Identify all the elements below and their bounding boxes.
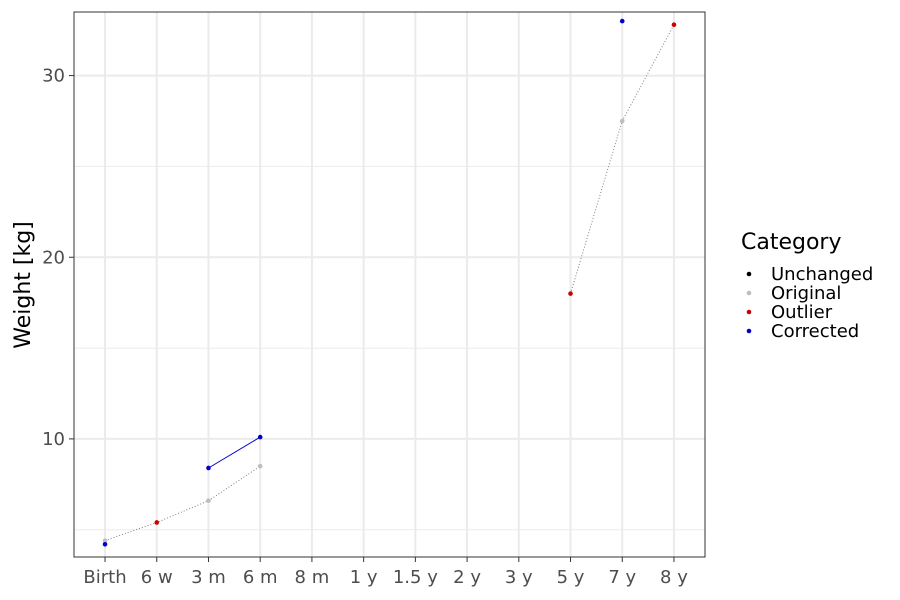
y-tick-label: 20 [42,247,65,268]
legend-label: Unchanged [771,264,873,285]
x-tick-label: Birth [83,567,126,588]
legend-label: Corrected [771,321,859,342]
legend: Category UnchangedOriginalOutlierCorrect… [741,230,873,342]
legend-key-unchanged [746,271,752,277]
data-point-corrected [102,541,108,547]
legend-key-original [746,290,752,296]
y-tick-label: 10 [42,429,65,450]
legend-label: Outlier [771,302,833,323]
x-tick-label: 2 y [453,567,481,588]
legend-title: Category [741,230,842,255]
x-tick-label: 7 y [608,567,636,588]
x-tick-label: 6 w [141,567,173,588]
y-axis-title: Weight [kg] [11,221,36,349]
x-tick-label: 6 m [243,567,278,588]
series-line [104,465,261,542]
x-tick-label: 1.5 y [393,567,438,588]
legend-label: Original [771,283,841,304]
legend-key-outlier [746,309,752,315]
series-line [208,436,261,469]
minor-gridlines [74,165,705,531]
plot-panel [74,12,705,557]
y-tick-label: 30 [42,66,65,87]
data-point-corrected [206,465,211,471]
data-point-corrected [619,18,625,24]
x-tick-label: 8 y [660,567,688,588]
x-tick-label: 3 y [505,567,533,588]
y-axis-ticks: 10 20 30 [42,66,74,450]
data-point-original [619,118,625,124]
x-tick-label: 5 y [557,567,585,588]
x-axis-ticks: Birth 6 w 3 m 6 m 8 m 1 y 1.5 y 2 y 3 y 5 y 7 y 8 y [83,557,688,588]
legend-key-corrected [746,328,752,334]
data-point-outlier [154,520,160,525]
data-point-corrected [257,434,263,440]
data-point-outlier [671,22,677,28]
data-point-original [102,538,108,543]
x-tick-label: 1 y [350,567,378,588]
series-points [102,18,677,547]
x-tick-label: 3 m [191,567,226,588]
x-tick-label: 8 m [295,567,330,588]
plot-panel-border [73,11,706,558]
data-point-outlier [568,291,573,296]
data-point-original [206,498,211,503]
data-point-original [257,463,263,469]
